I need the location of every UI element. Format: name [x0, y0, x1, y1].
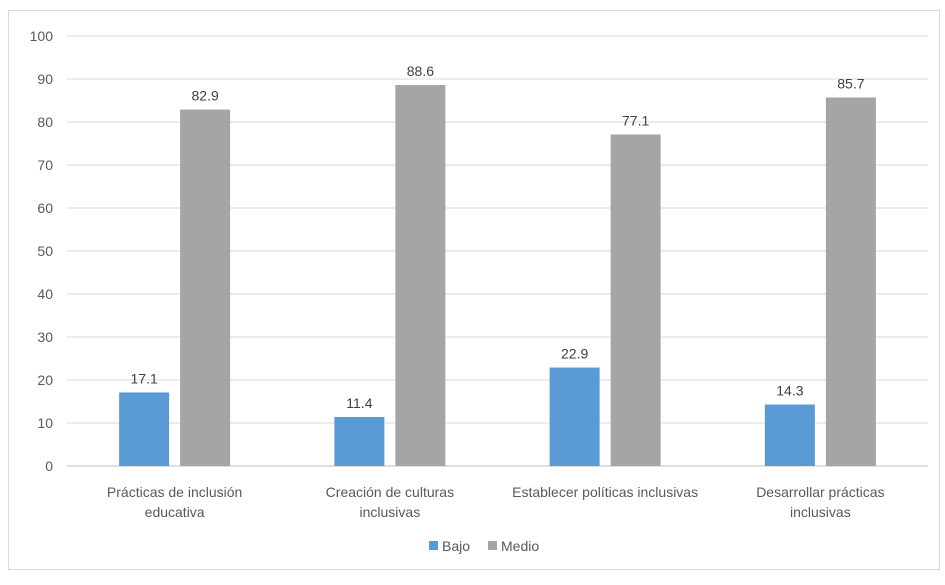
data-label: 22.9 — [561, 346, 588, 362]
legend-label-bajo: Bajo — [442, 538, 470, 554]
y-tick-label: 90 — [37, 71, 53, 87]
y-axis-ticks: 0 10 20 30 40 50 60 70 80 90 100 — [30, 28, 54, 474]
category-label: Desarrollar prácticas inclusivas — [756, 484, 884, 520]
data-label: 85.7 — [837, 75, 864, 91]
data-label: 88.6 — [407, 63, 434, 79]
data-label: 11.4 — [346, 395, 372, 411]
y-tick-label: 40 — [37, 286, 53, 302]
chart-frame: 0 10 20 30 40 50 60 70 80 90 100 17.1 82.9 11.4 88.6 2… — [8, 10, 940, 570]
bar-bajo — [549, 367, 600, 466]
legend: Bajo Medio — [429, 538, 539, 554]
bar-bajo — [334, 416, 385, 466]
legend-label-medio: Medio — [501, 538, 539, 554]
bar-medio — [610, 134, 661, 466]
data-label: 14.3 — [776, 383, 803, 399]
category-label: Establecer políticas inclusivas — [512, 484, 698, 500]
y-tick-label: 60 — [37, 200, 53, 216]
bar-bajo — [119, 392, 170, 466]
data-labels: 17.1 82.9 11.4 88.6 22.9 77.1 14.3 85.7 — [131, 63, 865, 411]
bar-bajo — [764, 404, 815, 466]
y-tick-label: 10 — [37, 415, 53, 431]
bar-medio — [825, 97, 876, 467]
bar-medio — [180, 109, 231, 466]
data-label: 17.1 — [131, 370, 158, 386]
y-tick-label: 80 — [37, 114, 53, 130]
bars — [119, 85, 876, 467]
y-tick-label: 100 — [30, 28, 54, 44]
category-label: Prácticas de inclusión educativa — [107, 484, 242, 520]
data-label: 82.9 — [192, 88, 219, 104]
y-tick-label: 0 — [45, 458, 53, 474]
bar-chart: 0 10 20 30 40 50 60 70 80 90 100 17.1 82.9 11.4 88.6 2… — [30, 28, 928, 554]
category-label: Creación de culturas inclusivas — [326, 484, 454, 520]
bar-medio — [395, 85, 446, 467]
x-axis-categories: Prácticas de inclusión educativa Creación … — [107, 484, 885, 520]
legend-swatch-bajo — [429, 541, 438, 550]
y-tick-label: 50 — [37, 243, 53, 259]
y-tick-label: 30 — [37, 329, 53, 345]
data-label: 77.1 — [622, 112, 649, 128]
y-tick-label: 20 — [37, 372, 53, 388]
y-tick-label: 70 — [37, 157, 53, 173]
legend-swatch-medio — [488, 541, 497, 550]
